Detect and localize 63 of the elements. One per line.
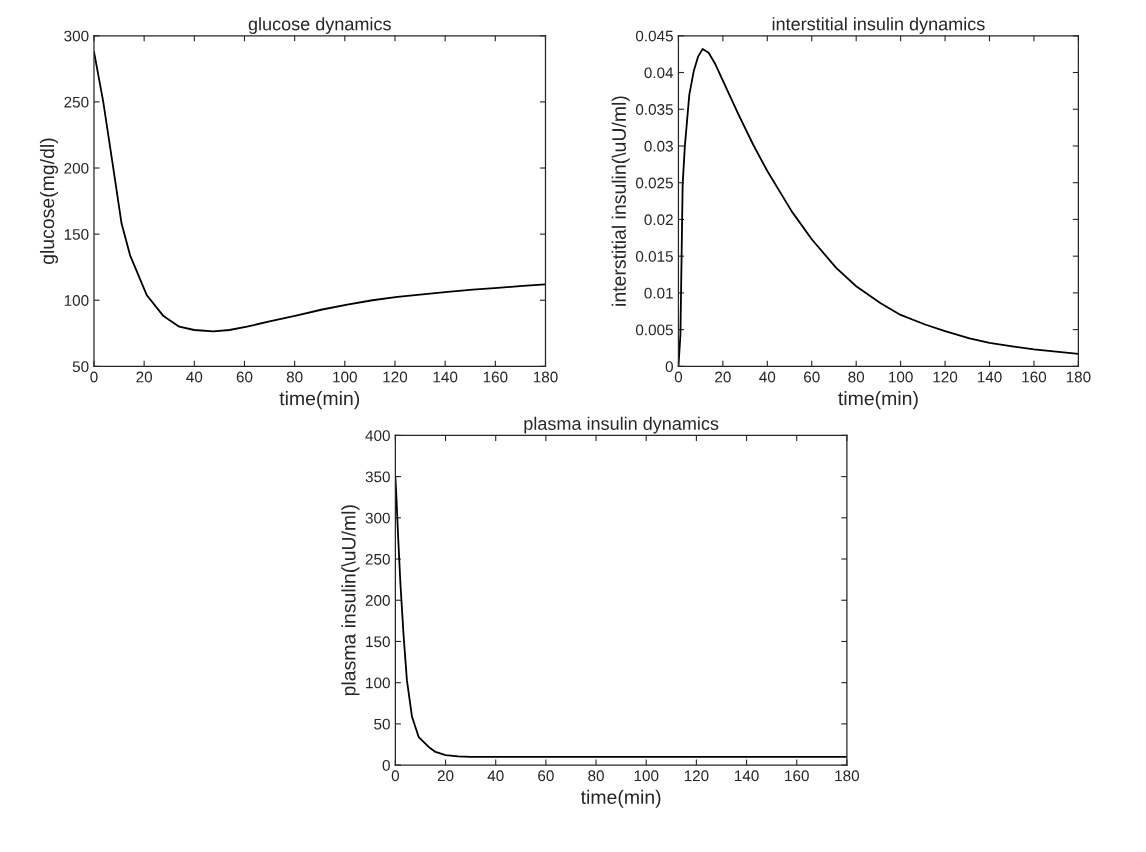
y-tick-label: 200 [365,595,390,606]
x-tick-label: 60 [236,371,253,383]
x-tick-label: 0 [90,371,98,383]
x-tick-label: 60 [538,770,554,782]
y-tick-label: 0.02 [644,214,673,226]
y-tick-label: 0.01 [644,287,673,299]
x-tick-label: 180 [533,371,558,383]
x-axis-title: time(min) [279,391,360,410]
y-tick-label: 400 [365,430,390,442]
x-tick-label: 100 [889,371,913,383]
x-tick-label: 140 [433,371,458,383]
y-tick-label: 0.04 [644,67,674,79]
y-tick-label: 100 [64,295,89,306]
y-tick-label: 100 [366,677,390,689]
x-tick-label: 80 [588,770,604,782]
x-tick-label: 40 [759,371,776,383]
x-tick-label: 140 [734,770,759,782]
y-tick-label: 0.03 [644,140,673,152]
x-axis-title: time(min) [838,391,918,410]
y-tick-label: 0 [382,759,390,771]
x-tick-label: 20 [437,770,454,782]
x-tick-label: 180 [1066,371,1091,383]
y-tick-label: 250 [64,96,89,108]
x-tick-label: 20 [136,371,153,383]
x-tick-label: 180 [835,770,860,782]
y-tick-label: 0.035 [635,104,673,115]
x-axis-title: time(min) [580,789,661,808]
chart-title: glucose dynamics [248,17,391,34]
x-tick-label: 80 [848,371,865,383]
y-tick-label: 200 [64,162,89,174]
y-tick-label: 0.025 [635,177,673,189]
x-tick-label: 20 [715,371,731,383]
x-tick-label: 60 [804,371,820,383]
y-tick-label: 50 [72,361,89,373]
x-tick-label: 40 [186,371,203,383]
y-axis-title: glucose(mg/dl) [39,138,59,265]
y-tick-label: 300 [64,30,89,42]
x-tick-label: 120 [684,770,709,782]
x-tick-label: 160 [483,371,508,383]
x-tick-label: 80 [286,371,303,383]
x-tick-label: 0 [674,371,683,383]
x-tick-label: 120 [383,371,408,383]
y-tick-label: 50 [374,718,390,730]
y-tick-label: 0 [665,361,673,373]
y-tick-label: 0.005 [635,324,673,336]
y-tick-label: 150 [366,636,390,648]
y-tick-label: 300 [365,512,390,524]
x-tick-label: 140 [977,371,1002,383]
y-tick-label: 150 [64,229,89,240]
y-axis-title: interstitial insulin(\uU/ml) [611,96,630,306]
x-tick-label: 0 [391,770,400,782]
y-tick-label: 0.015 [635,251,673,262]
x-tick-label: 160 [1022,371,1047,383]
x-tick-label: 160 [785,770,809,782]
y-axis-title: plasma insulin(\uU/ml) [341,505,360,696]
y-tick-label: 250 [365,553,390,565]
x-tick-label: 100 [333,371,357,383]
chart-title: interstitial insulin dynamics [772,17,985,34]
y-tick-label: 350 [365,471,390,483]
x-tick-label: 40 [487,770,504,782]
y-tick-label: 0.045 [635,30,673,42]
chart-title: plasma insulin dynamics [524,416,719,434]
x-tick-label: 120 [933,371,958,383]
